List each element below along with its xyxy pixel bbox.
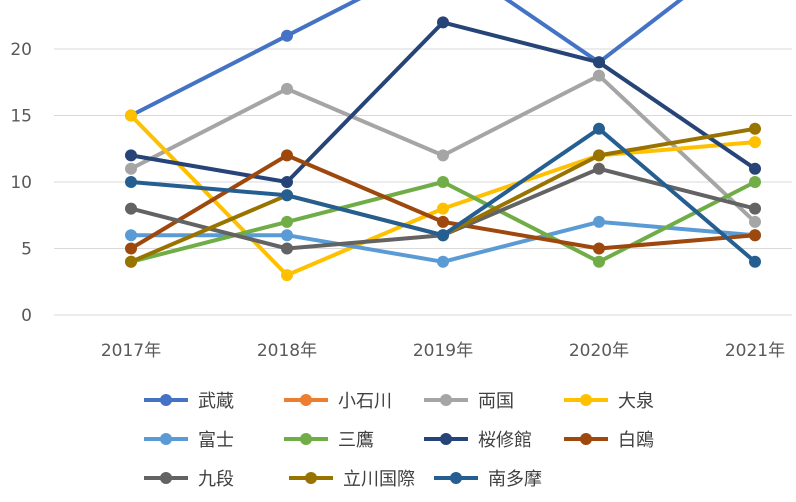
legend-swatch — [280, 432, 332, 446]
legend-item: 小石川 — [280, 387, 420, 413]
y-tick-label: 15 — [10, 107, 32, 127]
x-tick-label: 2018年 — [257, 341, 317, 361]
data-point — [437, 215, 449, 228]
data-point — [281, 29, 293, 42]
x-tick-label: 2017年 — [101, 341, 161, 361]
series-南多摩 — [125, 122, 761, 268]
y-tick-label: 0 — [21, 306, 32, 326]
legend-swatch — [140, 471, 192, 485]
data-point — [437, 149, 449, 162]
legend-swatch — [285, 471, 337, 485]
data-point — [437, 202, 449, 215]
data-point — [281, 82, 293, 95]
data-point — [593, 215, 605, 228]
legend-label: 立川国際 — [343, 468, 415, 490]
data-point — [281, 149, 293, 162]
legend-row: 武蔵 小石川 両国 大泉 — [140, 380, 700, 419]
data-point — [593, 69, 605, 82]
data-point — [593, 242, 605, 255]
legend-label: 両国 — [478, 390, 514, 412]
legend-label: 大泉 — [618, 390, 654, 412]
legend-item: 富士 — [140, 426, 280, 452]
data-point — [437, 255, 449, 268]
series-白鴎 — [125, 149, 761, 255]
line-chart: 0 5 10 15 20 2017年 2018年 2019年 2020年 2021年 — [10, 0, 792, 361]
legend-item: 立川国際 — [285, 465, 430, 491]
y-tick-label: 10 — [10, 173, 32, 193]
x-tick-label: 2021年 — [725, 341, 785, 361]
legend-label: 三鷹 — [338, 429, 374, 451]
data-point — [125, 255, 137, 268]
legend-item: 南多摩 — [430, 465, 575, 491]
data-point — [749, 122, 761, 135]
data-point — [593, 56, 605, 69]
data-point — [125, 176, 137, 188]
data-point — [437, 229, 449, 242]
legend-item: 武蔵 — [140, 387, 280, 413]
legend-label: 富士 — [198, 429, 234, 451]
data-point — [281, 229, 293, 242]
y-axis: 0 5 10 15 20 — [10, 40, 32, 326]
data-point — [749, 202, 761, 215]
data-point — [749, 215, 761, 228]
data-point — [281, 242, 293, 255]
y-tick-label: 20 — [10, 40, 32, 60]
legend-item: 白鴎 — [560, 426, 700, 452]
data-point — [437, 16, 449, 29]
legend-swatch — [430, 471, 482, 485]
data-point — [281, 215, 293, 228]
legend-item: 大泉 — [560, 387, 700, 413]
legend-item: 三鷹 — [280, 426, 420, 452]
y-tick-label: 5 — [21, 240, 32, 260]
legend-item: 九段 — [140, 465, 285, 491]
data-point — [437, 176, 449, 188]
data-point — [125, 202, 137, 215]
data-point — [125, 162, 137, 175]
series-両国 — [125, 69, 761, 228]
data-point — [125, 109, 137, 122]
series-line — [129, 113, 757, 278]
data-point — [749, 136, 761, 149]
legend-swatch — [280, 393, 332, 407]
data-point — [125, 242, 137, 255]
legend-swatch — [560, 432, 612, 446]
series-桜修館 — [125, 16, 761, 188]
legend-label: 桜修館 — [478, 429, 532, 451]
legend: 武蔵 小石川 両国 大泉富士 三鷹 桜修館 白鴎九段 立川国際 南多摩 — [140, 380, 700, 497]
series-line — [129, 0, 684, 118]
legend-swatch — [140, 393, 192, 407]
x-tick-label: 2020年 — [569, 341, 629, 361]
data-point — [281, 269, 293, 282]
data-point — [593, 255, 605, 268]
data-point — [593, 149, 605, 162]
data-point — [281, 189, 293, 202]
x-tick-label: 2019年 — [413, 341, 473, 361]
legend-swatch — [420, 393, 472, 407]
legend-swatch — [420, 432, 472, 446]
data-point — [281, 176, 293, 188]
data-point — [749, 176, 761, 188]
data-point — [125, 229, 137, 242]
legend-label: 白鴎 — [618, 429, 654, 451]
legend-swatch — [140, 432, 192, 446]
gridlines — [54, 48, 792, 316]
legend-label: 武蔵 — [198, 390, 234, 412]
legend-row: 九段 立川国際 南多摩 — [140, 458, 700, 497]
data-point — [749, 229, 761, 242]
series-group — [125, 0, 761, 282]
data-point — [125, 149, 137, 162]
data-point — [749, 255, 761, 268]
legend-label: 小石川 — [338, 390, 392, 412]
x-axis: 2017年 2018年 2019年 2020年 2021年 — [101, 341, 785, 361]
data-point — [593, 162, 605, 175]
legend-row: 富士 三鷹 桜修館 白鴎 — [140, 419, 700, 458]
data-point — [593, 122, 605, 135]
legend-label: 南多摩 — [488, 468, 542, 490]
legend-item: 桜修館 — [420, 426, 560, 452]
legend-item: 両国 — [420, 387, 560, 413]
legend-swatch — [560, 393, 612, 407]
legend-label: 九段 — [198, 468, 234, 490]
data-point — [749, 162, 761, 175]
